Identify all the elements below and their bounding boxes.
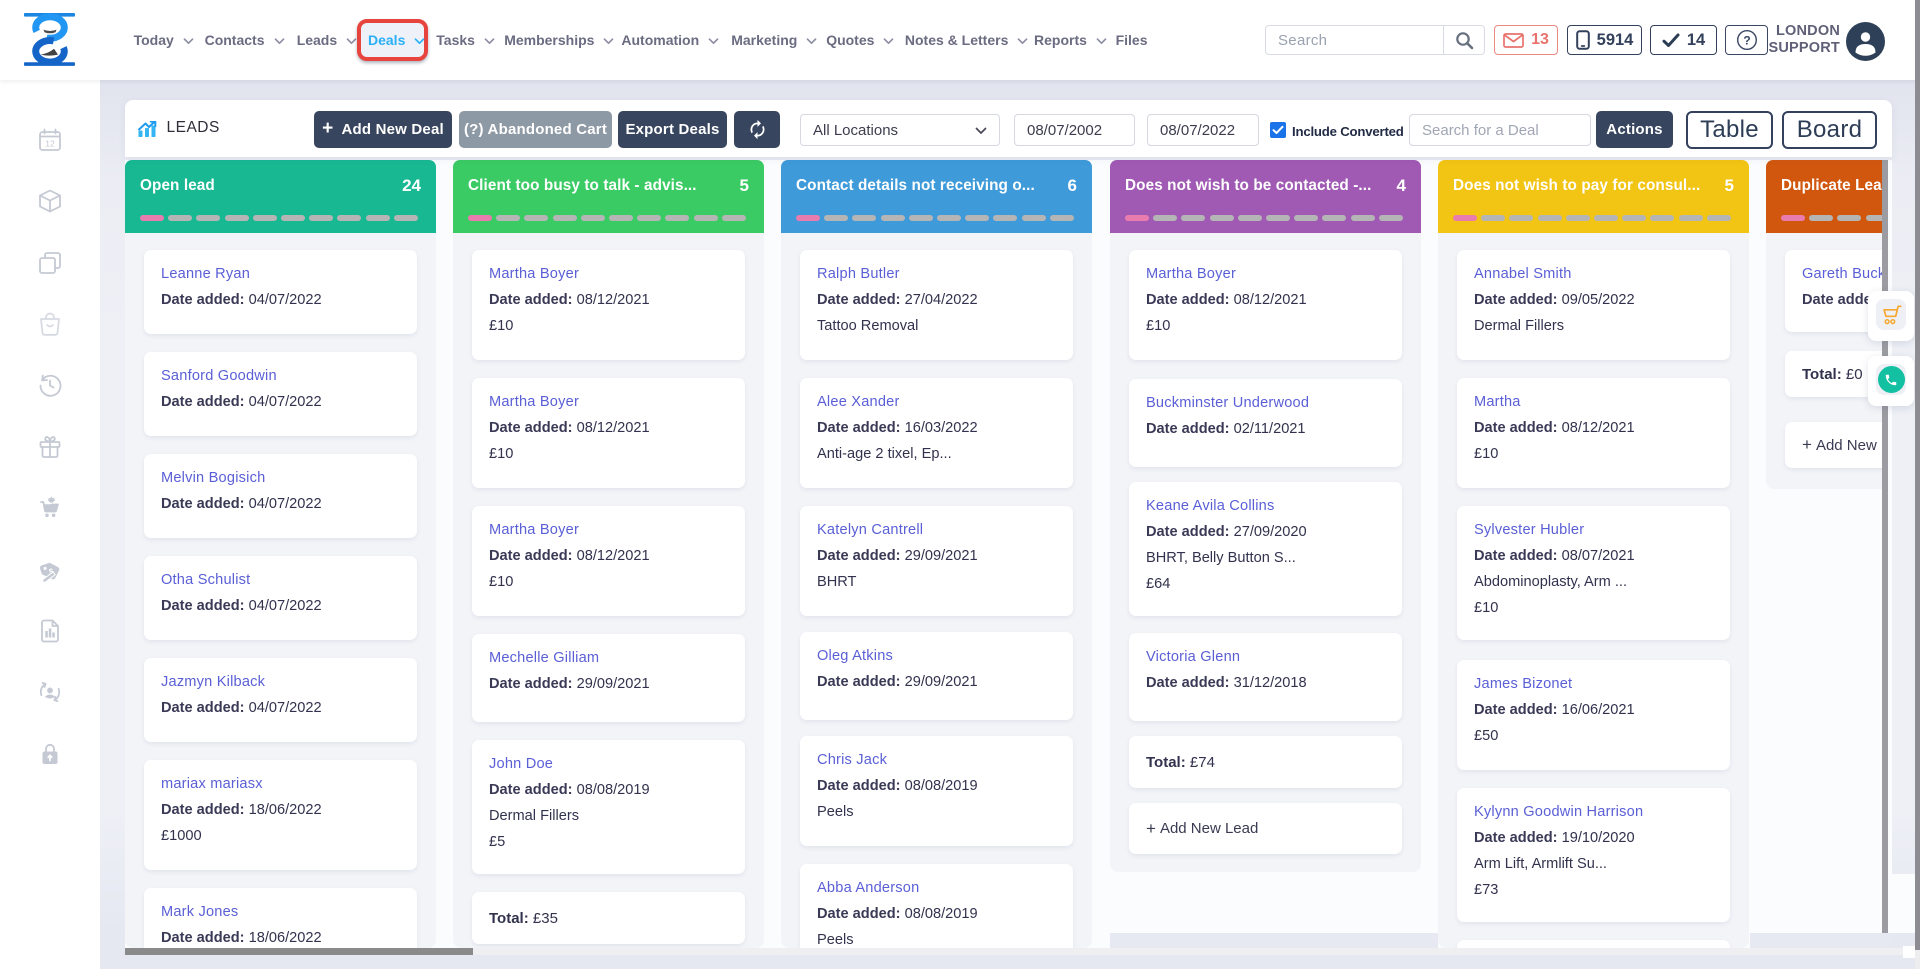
svg-text:$: $	[48, 566, 56, 576]
svg-text:12: 12	[45, 139, 55, 149]
svg-text:?: ?	[1743, 33, 1750, 47]
